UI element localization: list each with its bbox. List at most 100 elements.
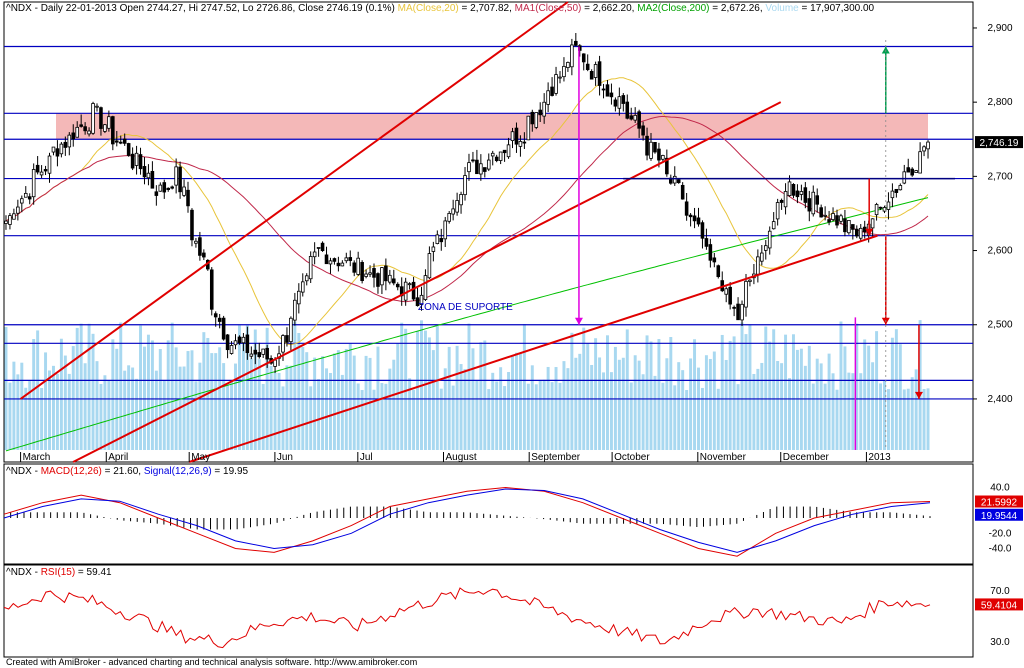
candle-body xyxy=(518,141,523,147)
volume-bar xyxy=(443,368,447,450)
candle-body xyxy=(103,124,107,132)
volume-bar xyxy=(863,339,867,450)
candle-body xyxy=(847,220,851,234)
volume-bar xyxy=(546,366,550,450)
volume-bar xyxy=(431,350,435,450)
volume-bar xyxy=(752,373,756,450)
candle-body xyxy=(890,190,895,199)
date-tick-label: April xyxy=(108,452,128,463)
rsi-tick-label: 30.0 xyxy=(990,637,1010,648)
volume-bar xyxy=(451,385,455,450)
candle-body xyxy=(8,215,12,225)
date-tick-label: August xyxy=(446,452,477,463)
candle-body xyxy=(356,257,360,275)
candle-body xyxy=(423,275,428,300)
candle-body xyxy=(364,273,368,277)
candle-body xyxy=(657,148,661,161)
candle-body xyxy=(688,214,693,218)
candle-body xyxy=(756,256,760,275)
volume-bar xyxy=(788,378,791,450)
volume-bar xyxy=(245,325,249,450)
volume-bar xyxy=(332,353,336,450)
volume-bar xyxy=(855,323,859,450)
candle-body xyxy=(233,340,238,346)
candle-body xyxy=(415,297,420,307)
volume-bar xyxy=(67,373,71,450)
volume-bar xyxy=(404,328,408,450)
signal-line xyxy=(3,488,931,553)
volume-bar xyxy=(249,358,253,450)
candle-body xyxy=(257,352,262,358)
volume-bar xyxy=(79,323,83,450)
volume-bar xyxy=(633,355,637,450)
volume-bar xyxy=(760,362,764,450)
volume-bar xyxy=(867,345,871,450)
candle-body xyxy=(633,114,637,121)
volume-bar xyxy=(566,368,570,450)
volume-bar xyxy=(8,382,12,450)
volume-bar xyxy=(657,339,661,450)
ma20-line xyxy=(5,77,929,346)
price-tick-label: 2,400 xyxy=(987,394,1012,405)
candle-body xyxy=(593,64,598,78)
volume-bar xyxy=(59,338,63,450)
candle-body xyxy=(918,151,922,174)
volume-bar xyxy=(48,370,51,450)
volume-bar xyxy=(590,364,594,450)
macd-tick-label: -40.0 xyxy=(989,544,1012,555)
volume-bar xyxy=(653,375,657,450)
volume-bar xyxy=(166,340,170,450)
date-tick-label: 2013 xyxy=(868,452,891,463)
volume-bar xyxy=(360,389,364,450)
candle-body xyxy=(498,151,503,161)
candle-body xyxy=(174,166,178,186)
candle-body xyxy=(479,163,483,175)
candle-body xyxy=(843,218,847,233)
candle-body xyxy=(910,168,914,176)
candle-body xyxy=(597,61,602,86)
candle-body xyxy=(209,269,214,310)
candle-body xyxy=(574,40,578,46)
volume-bar xyxy=(356,383,360,450)
candle-body xyxy=(142,166,147,178)
candle-body xyxy=(870,218,875,229)
candle-body xyxy=(403,281,408,301)
rsi-line xyxy=(3,587,931,649)
signal-value: = 19.95 xyxy=(212,466,249,477)
candle-body xyxy=(265,347,269,360)
date-tick-label: Jul xyxy=(360,452,373,463)
volume-bar xyxy=(594,338,598,450)
volume-bar xyxy=(127,365,131,450)
volume-bar xyxy=(71,346,75,450)
last-price-value: 2,746.19 xyxy=(980,138,1019,149)
candle-body xyxy=(858,227,863,239)
volume-bar xyxy=(380,383,384,450)
candle-body xyxy=(748,279,752,282)
volume-bar xyxy=(661,382,665,450)
candle-body xyxy=(775,202,780,220)
candle-body xyxy=(261,348,265,355)
candle-body xyxy=(459,194,463,206)
volume-bar xyxy=(20,362,24,450)
chart-title: ^NDX - Daily 22-01-2013 Open 2744.27, Hi… xyxy=(6,3,395,14)
candle-body xyxy=(621,95,626,104)
volume-bar xyxy=(40,387,44,450)
candle-body xyxy=(570,44,574,68)
volume-bar xyxy=(376,346,380,450)
svg-text:^NDX - MACD(12,26) = 21.60, Si: ^NDX - MACD(12,26) = 21.60, Signal(12,26… xyxy=(6,466,249,477)
candle-body xyxy=(162,182,167,193)
macd-value-tag-text: 21.5992 xyxy=(981,498,1018,509)
rsi-line xyxy=(3,587,931,649)
candle-body xyxy=(490,152,495,157)
volume-bar xyxy=(435,326,439,450)
volume-bar xyxy=(772,329,776,450)
candle-body xyxy=(483,167,487,172)
candle-body xyxy=(99,107,103,129)
volume-bar xyxy=(768,341,772,450)
volume-bar xyxy=(463,369,467,450)
candle-body xyxy=(902,171,907,184)
volume-bar xyxy=(530,365,534,450)
date-tick-label: March xyxy=(23,452,51,463)
ma20-value: = 2,707.82, xyxy=(459,3,512,14)
